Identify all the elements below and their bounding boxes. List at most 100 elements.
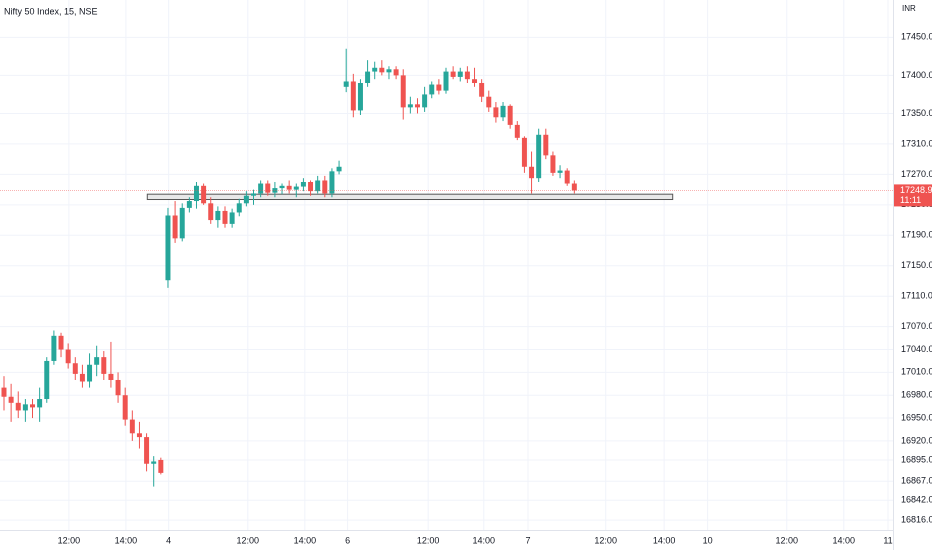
candle-body <box>507 105 513 125</box>
candle-body <box>1 387 7 397</box>
candle-body <box>571 183 577 191</box>
candle-body <box>37 399 43 408</box>
x-tick-label: 12:00 <box>237 535 260 545</box>
y-tick-label: 16950.00 <box>901 412 932 422</box>
x-tick-label: 6 <box>345 535 350 545</box>
candle-body <box>407 104 413 108</box>
x-tick-label: 14:00 <box>115 535 138 545</box>
candle-body <box>122 395 128 420</box>
plot <box>0 48 893 487</box>
candle-body <box>151 461 157 464</box>
candle-body <box>486 96 492 108</box>
candle-body <box>529 166 535 179</box>
candle-body <box>464 71 470 80</box>
candle-body <box>179 207 185 239</box>
y-tick-label: 17400.00 <box>901 70 932 80</box>
candle-body <box>30 404 36 408</box>
x-tick-label: 7 <box>525 535 530 545</box>
zone-box <box>146 193 674 201</box>
countdown-label: 11:11 <box>900 195 921 205</box>
candle-body <box>229 212 235 224</box>
candle-body <box>429 84 435 95</box>
candle-body <box>500 105 506 118</box>
candle-body <box>479 83 485 97</box>
candle-body <box>422 94 428 108</box>
candle-body <box>136 433 142 438</box>
candle-body <box>58 335 64 350</box>
candle-body <box>379 67 385 73</box>
candle-body <box>315 180 321 192</box>
chart-title: Nifty 50 Index, 15, NSE <box>4 6 98 16</box>
y-tick-label: 17070.00 <box>901 321 932 331</box>
candle-body <box>386 69 392 73</box>
candle-body <box>193 185 199 202</box>
candle-body <box>536 134 542 179</box>
x-tick-label: 12:00 <box>594 535 617 545</box>
candle-body <box>300 181 306 187</box>
candle-body <box>514 124 520 138</box>
candle-body <box>550 155 556 173</box>
candle-body <box>129 419 135 434</box>
x-tick-label: 14:00 <box>473 535 496 545</box>
candle-body <box>372 67 378 72</box>
candle-body <box>436 84 442 91</box>
candle-body <box>329 171 335 194</box>
candle-body <box>308 181 314 192</box>
last-price-label: 17248.95 <box>900 185 932 195</box>
y-tick-label: 17010.00 <box>901 367 932 377</box>
candle-body <box>65 349 71 364</box>
candle-body <box>165 215 171 281</box>
candle-body <box>365 71 371 84</box>
y-tick-label: 17110.00 <box>901 291 932 301</box>
grid <box>0 0 893 530</box>
candle-body <box>350 81 356 111</box>
y-tick-label: 16895.00 <box>901 454 932 464</box>
candle-body <box>279 185 285 189</box>
y-tick-label: 17310.00 <box>901 138 932 148</box>
x-tick-label: 11 <box>883 535 892 545</box>
candle-body <box>472 79 478 84</box>
candle-body <box>79 373 85 382</box>
candle-body <box>87 364 93 382</box>
y-tick-label: 17270.00 <box>901 169 932 179</box>
currency-label: INR <box>902 4 916 13</box>
candle-body <box>172 215 178 239</box>
candle-body <box>265 183 271 193</box>
candle-body <box>251 193 257 196</box>
candle-body <box>51 335 57 361</box>
candle-body <box>521 137 527 167</box>
candle-body <box>414 104 420 108</box>
candle-body <box>443 71 449 91</box>
x-tick-label: 12:00 <box>776 535 799 545</box>
candle-body <box>322 180 328 194</box>
y-tick-label: 16980.00 <box>901 390 932 400</box>
candle-body <box>564 170 570 184</box>
x-tick-label: 14:00 <box>833 535 856 545</box>
candle-body <box>543 134 549 156</box>
axes: 17450.00 17400.00 17350.00 17310.00 17270.00… <box>58 32 932 545</box>
candle-body <box>293 186 299 190</box>
candle-body <box>393 69 399 76</box>
candle-body <box>186 201 192 208</box>
candle-body <box>357 83 363 111</box>
candle-body <box>201 185 207 204</box>
candle-body <box>343 81 349 87</box>
candle-body <box>336 166 342 172</box>
y-tick-label: 16867.00 <box>901 476 932 486</box>
candle-body <box>457 71 463 77</box>
x-tick-label: 12:00 <box>417 535 440 545</box>
y-tick-label: 17190.00 <box>901 230 932 240</box>
candle-body <box>222 210 228 224</box>
y-tick-label: 17040.00 <box>901 344 932 354</box>
candle-body <box>557 170 563 173</box>
candle-body <box>8 396 14 403</box>
x-tick-label: 14:00 <box>294 535 317 545</box>
x-tick-label: 14:00 <box>653 535 676 545</box>
candle-body <box>208 203 214 221</box>
candle-body <box>450 71 456 77</box>
y-tick-label: 17450.00 <box>901 32 932 42</box>
candle-body <box>44 360 50 400</box>
y-tick-label: 16842.00 <box>901 495 932 505</box>
candle-body <box>158 459 164 473</box>
